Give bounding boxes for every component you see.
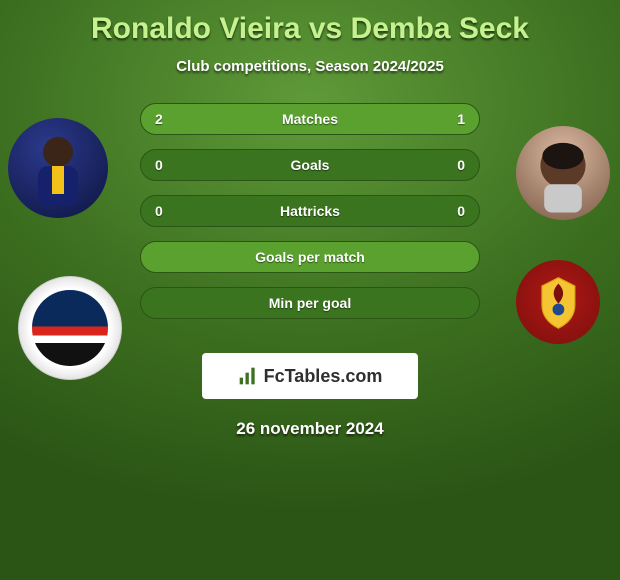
date-text: 26 november 2024 xyxy=(236,419,383,439)
comparison-card: Ronaldo Vieira vs Demba Seck Club compet… xyxy=(0,0,620,580)
stat-value-right: 0 xyxy=(457,157,465,173)
stat-rows: 2Matches10Goals00Hattricks0Goals per mat… xyxy=(140,103,480,319)
person-icon xyxy=(8,118,108,218)
stat-label: Hattricks xyxy=(163,203,457,219)
stat-value-left: 2 xyxy=(155,111,163,127)
player-right-avatar xyxy=(516,126,610,220)
stat-value-left: 0 xyxy=(155,203,163,219)
club-crest-icon xyxy=(529,273,588,332)
club-crest-icon xyxy=(32,290,107,365)
club-right-badge xyxy=(516,260,600,344)
club-left-badge xyxy=(18,276,122,380)
brand-badge: FcTables.com xyxy=(202,353,418,399)
stat-row: 2Matches1 xyxy=(140,103,480,135)
stat-row: Goals per match xyxy=(140,241,480,273)
stat-row: 0Goals0 xyxy=(140,149,480,181)
stat-label: Matches xyxy=(163,111,457,127)
player-left-avatar xyxy=(8,118,108,218)
stat-row: Min per goal xyxy=(140,287,480,319)
person-icon xyxy=(516,126,610,220)
brand-text: FcTables.com xyxy=(264,366,383,387)
stat-label: Min per goal xyxy=(155,295,465,311)
stat-value-left: 0 xyxy=(155,157,163,173)
subtitle: Club competitions, Season 2024/2025 xyxy=(176,58,444,75)
stat-row: 0Hattricks0 xyxy=(140,195,480,227)
stat-value-right: 1 xyxy=(457,111,465,127)
stat-value-right: 0 xyxy=(457,203,465,219)
page-title: Ronaldo Vieira vs Demba Seck xyxy=(91,12,529,46)
bar-chart-icon xyxy=(238,366,258,386)
stat-label: Goals per match xyxy=(155,249,465,265)
stat-label: Goals xyxy=(163,157,457,173)
